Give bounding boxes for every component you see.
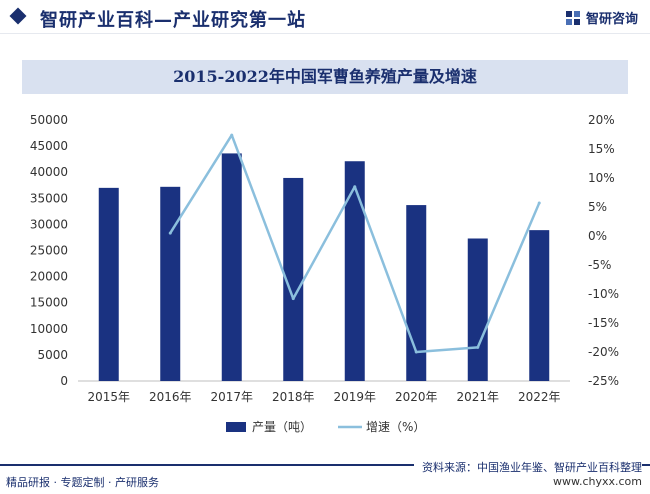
y-right-tick-label: 10% (588, 171, 615, 185)
bar-production (406, 205, 427, 381)
page-header: 智研产业百科—产业研究第一站 智研咨询 (0, 0, 650, 34)
source-note: 资料来源：中国渔业年鉴、智研产业百科整理 (414, 459, 642, 475)
x-tick-label: 2017年 (210, 390, 253, 404)
y-left-tick-label: 20000 (30, 270, 68, 284)
brand-logo-icon (565, 10, 580, 25)
website-link[interactable]: www.chyxx.com (552, 475, 642, 488)
brand-logo[interactable]: 智研咨询 (565, 8, 638, 27)
y-right-tick-label: -15% (588, 316, 619, 330)
footer-divider (0, 464, 650, 466)
line-growth-point (476, 345, 480, 349)
chart-title-bar: 2015-2022年中国军曹鱼养殖产量及增速 (22, 60, 628, 94)
x-tick-label: 2015年 (87, 390, 130, 404)
line-growth-point (414, 350, 418, 354)
line-growth-point (230, 133, 234, 137)
y-left-tick-label: 0 (60, 374, 68, 388)
brand-logo-text: 智研咨询 (585, 12, 638, 27)
y-left-tick-label: 35000 (30, 191, 68, 205)
bar-production (467, 238, 488, 381)
x-tick-label: 2019年 (333, 390, 376, 404)
y-right-tick-label: 5% (588, 200, 607, 214)
y-right-tick-label: 20% (588, 113, 615, 127)
x-tick-label: 2018年 (272, 390, 315, 404)
chart-title: 2015-2022年中国军曹鱼养殖产量及增速 (173, 67, 477, 86)
line-growth-point (291, 297, 295, 301)
y-left-tick-label: 40000 (30, 165, 68, 179)
bar-production (160, 186, 181, 381)
x-tick-label: 2022年 (518, 390, 561, 404)
y-left-tick-label: 15000 (30, 296, 68, 310)
legend-line-label: 增速（%） (366, 420, 425, 434)
y-left-tick-label: 25000 (30, 244, 68, 258)
y-left-tick-label: 45000 (30, 139, 68, 153)
line-growth-point (537, 201, 541, 205)
y-left-tick-label: 50000 (30, 113, 68, 127)
line-growth-point (353, 185, 357, 189)
y-left-tick-label: 30000 (30, 217, 68, 231)
bar-production (529, 230, 550, 381)
page-footer: 资料来源：中国渔业年鉴、智研产业百科整理 精品研报 · 专题定制 · 产研服务 … (0, 448, 650, 494)
bar-production (283, 177, 304, 381)
footer-bar: 精品研报 · 专题定制 · 产研服务 www.chyxx.com (0, 472, 650, 494)
y-right-tick-label: -20% (588, 345, 619, 359)
x-tick-label: 2016年 (149, 390, 192, 404)
y-right-tick-label: 15% (588, 142, 615, 156)
y-right-tick-label: -5% (588, 258, 611, 272)
bar-production (98, 187, 119, 381)
x-tick-label: 2020年 (395, 390, 438, 404)
y-right-tick-label: -10% (588, 287, 619, 301)
y-left-tick-label: 10000 (30, 322, 68, 336)
legend-bar-swatch (226, 422, 246, 432)
legend-bar-label: 产量（吨） (252, 420, 312, 434)
chart-area: 0 5000 10000 15000 20000 25000 30000 35000 40000… (30, 113, 619, 434)
y-right-tick-label: -25% (588, 374, 619, 388)
services-text: 精品研报 · 专题定制 · 产研服务 (6, 476, 159, 489)
y-right-tick-label: 0% (588, 229, 607, 243)
header-title: 智研产业百科—产业研究第一站 (40, 10, 306, 31)
line-growth-point (168, 231, 172, 235)
x-tick-label: 2021年 (456, 390, 499, 404)
y-left-tick-label: 5000 (37, 348, 68, 362)
bar-production (221, 153, 242, 381)
bar-production (344, 161, 365, 381)
